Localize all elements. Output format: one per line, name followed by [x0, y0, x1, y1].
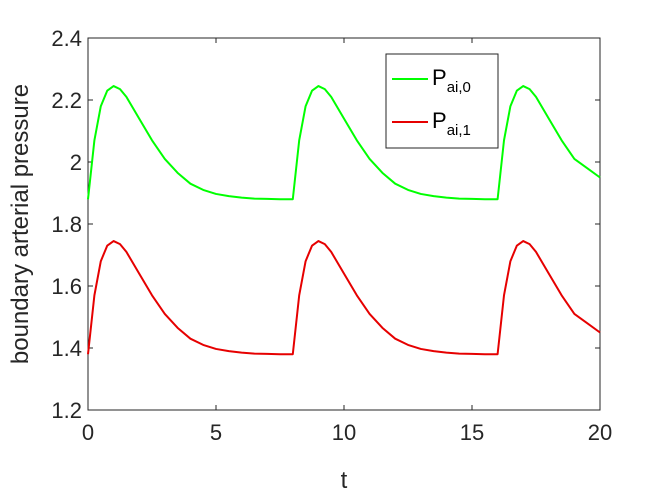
- legend-box: [385, 53, 499, 149]
- y-tick-label: 1.2: [51, 398, 82, 423]
- y-axis-label: boundary arterial pressure: [7, 84, 34, 364]
- series-line-0: [87, 85, 601, 201]
- x-tick-label: 10: [332, 420, 356, 445]
- legend-label-series-1: Pai,1: [432, 108, 471, 139]
- y-tick-label: 1.8: [51, 212, 82, 237]
- x-tick-label: 20: [588, 420, 612, 445]
- x-axis-label: t: [341, 467, 348, 494]
- y-tick-label: 1.6: [51, 274, 82, 299]
- x-tick-label: 15: [460, 420, 484, 445]
- legend-subscript-series-0: ai,0: [447, 79, 471, 96]
- y-tick-label: 2: [70, 150, 82, 175]
- axis-ticks: 0 5 10 15 20 1.2 1.4 1.6 1.8 2 2.2 2.4: [51, 26, 612, 445]
- legend-name-series-0: P: [432, 65, 447, 90]
- legend-name-series-1: P: [432, 108, 447, 133]
- plot-area: [87, 37, 601, 411]
- x-tick-label: 0: [82, 420, 94, 445]
- y-tick-label: 2.2: [51, 88, 82, 113]
- legend-subscript-series-1: ai,1: [447, 122, 471, 139]
- legend: Pai,0 Pai,1: [385, 53, 499, 149]
- series-layer: [87, 85, 601, 356]
- series-line-1: [87, 240, 601, 356]
- y-tick-label: 2.4: [51, 26, 82, 51]
- legend-label-series-0: Pai,0: [432, 65, 471, 96]
- y-tick-label: 1.4: [51, 336, 82, 361]
- x-tick-label: 5: [210, 420, 222, 445]
